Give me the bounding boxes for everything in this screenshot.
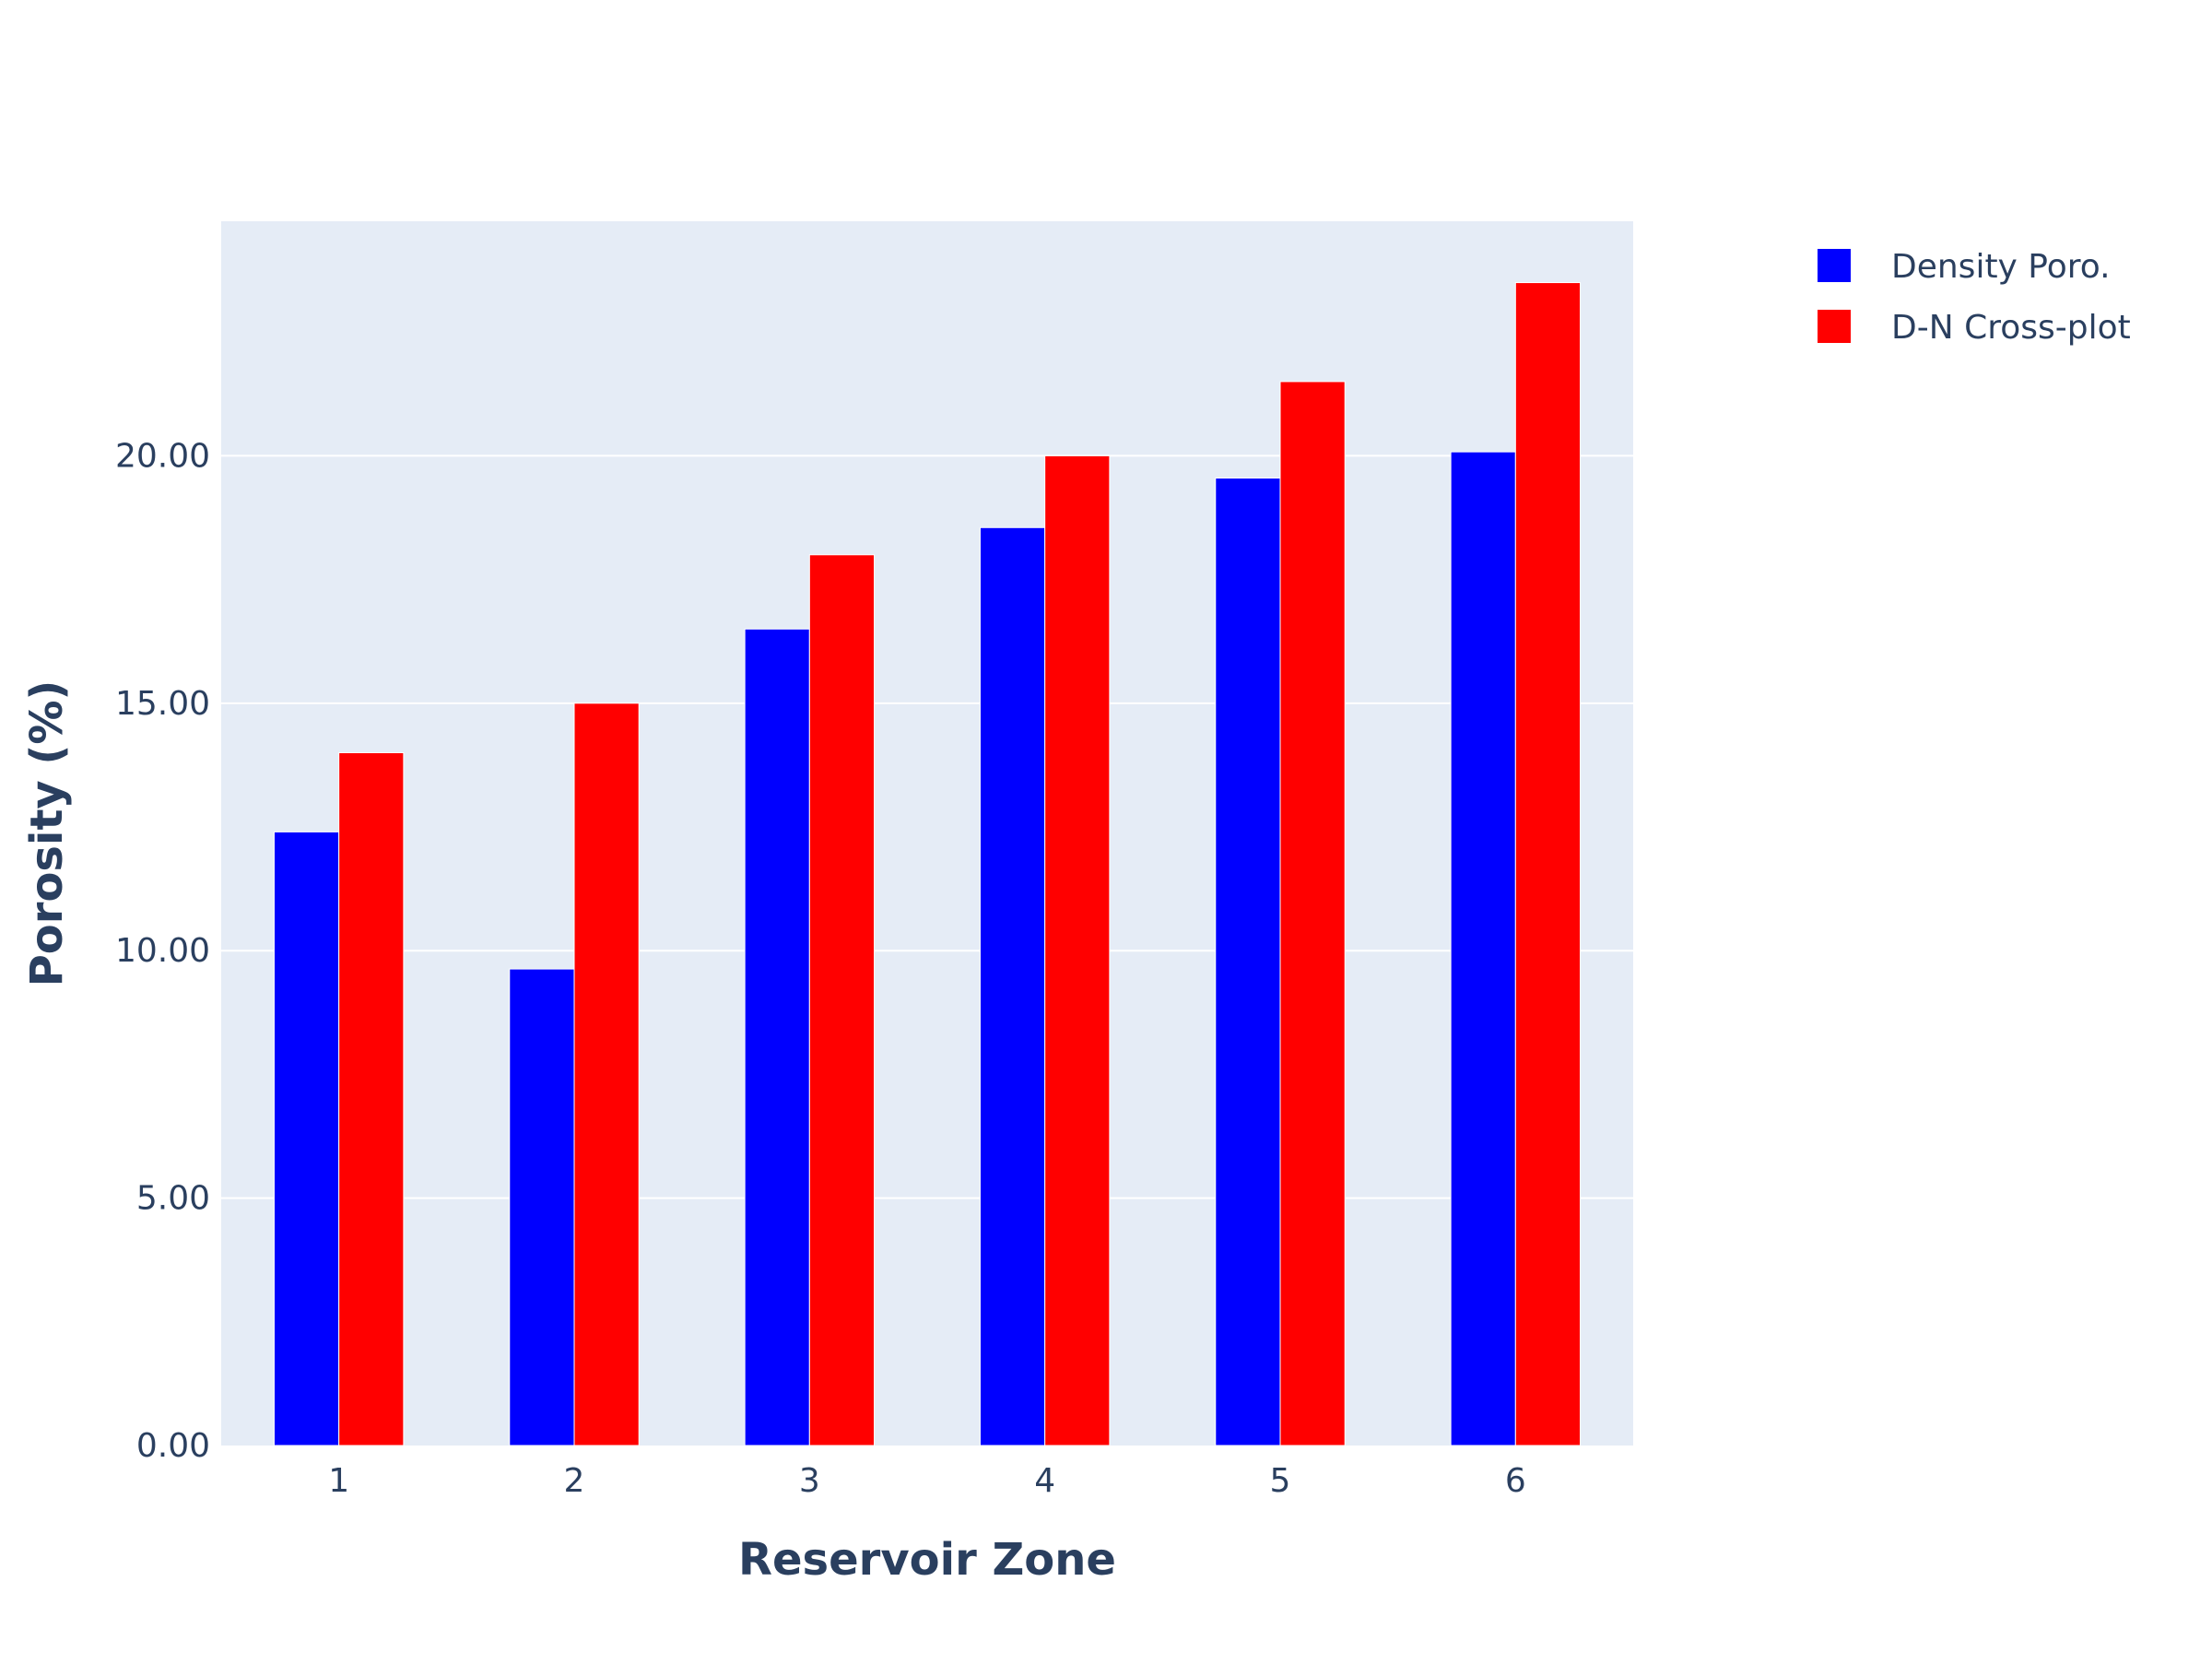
bar-d-n-cross-plot-zone-4[interactable] (1044, 454, 1111, 1446)
bar-d-n-cross-plot-zone-3[interactable] (808, 554, 876, 1446)
plot-area (221, 221, 1633, 1446)
x-tick-label: 2 (564, 1462, 585, 1500)
y-tick-label: 15.00 (115, 685, 210, 723)
x-axis-ticks: 1 2 3 4 5 6 (328, 1462, 1526, 1500)
legend-swatch (1818, 310, 1851, 343)
bar-density-poro--zone-6[interactable] (1450, 451, 1516, 1446)
x-tick-label: 6 (1505, 1462, 1526, 1500)
bar-d-n-cross-plot-zone-5[interactable] (1279, 381, 1346, 1446)
legend-label[interactable]: Density Poro. (1891, 248, 2111, 286)
x-tick-label: 4 (1034, 1462, 1055, 1500)
bar-d-n-cross-plot-zone-6[interactable] (1514, 282, 1582, 1446)
x-tick-label: 3 (799, 1462, 820, 1500)
x-tick-label: 1 (328, 1462, 349, 1500)
bar-density-poro--zone-2[interactable] (509, 968, 575, 1446)
bar-d-n-cross-plot-zone-2[interactable] (573, 702, 640, 1446)
bar-d-n-cross-plot-zone-1[interactable] (338, 752, 405, 1446)
bars (273, 282, 1582, 1446)
bar-density-poro--zone-4[interactable] (979, 526, 1046, 1446)
bar-density-poro--zone-3[interactable] (744, 628, 810, 1446)
y-tick-label: 0.00 (136, 1427, 210, 1465)
bar-density-poro--zone-1[interactable] (273, 831, 340, 1446)
y-tick-label: 10.00 (115, 932, 210, 970)
y-tick-label: 5.00 (136, 1180, 210, 1218)
y-tick-label: 20.00 (115, 437, 210, 475)
bar-density-poro--zone-5[interactable] (1215, 478, 1281, 1446)
y-axis-title: Porosity (%) (21, 680, 73, 987)
legend-label[interactable]: D-N Cross-plot (1891, 309, 2131, 347)
x-tick-label: 5 (1270, 1462, 1291, 1500)
legend: Density Poro. D-N Cross-plot (1818, 248, 2131, 347)
x-axis-title: Reservoir Zone (738, 1534, 1116, 1586)
y-axis-ticks: 0.00 5.00 10.00 15.00 20.00 (115, 437, 210, 1465)
gridlines (221, 454, 1633, 1199)
legend-swatch (1818, 249, 1851, 282)
